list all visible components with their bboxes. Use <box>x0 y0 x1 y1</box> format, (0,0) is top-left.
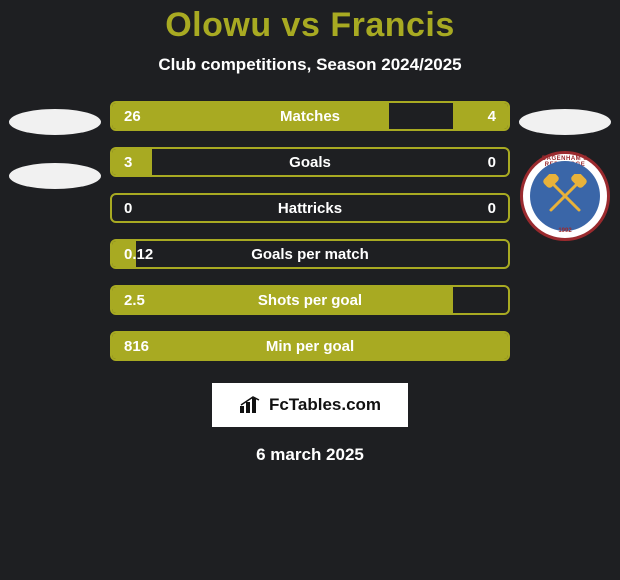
content-row: 264Matches 30Goals 00Hattricks 0.12Goals pe… <box>0 101 620 361</box>
brand-box[interactable]: FcTables.com <box>212 383 408 427</box>
stat-label: Matches <box>112 108 508 125</box>
crest-inner <box>530 161 600 231</box>
page-title: Olowu vs Francis <box>165 6 455 45</box>
stat-label: Goals per match <box>112 246 508 263</box>
stat-label: Shots per goal <box>112 292 508 309</box>
crest-bottom-text: 1992 <box>523 228 607 234</box>
stat-row: 2.5Shots per goal <box>110 285 510 315</box>
player-right-badges: DAGENHAM & REDBRIDGE 1992 <box>510 101 620 241</box>
player-left-badges <box>0 101 110 189</box>
stat-row: 264Matches <box>110 101 510 131</box>
stat-row: 00Hattricks <box>110 193 510 223</box>
stat-label: Hattricks <box>112 200 508 217</box>
page-subtitle: Club competitions, Season 2024/2025 <box>158 55 461 75</box>
placeholder-badge-icon <box>9 163 101 189</box>
stat-row: 0.12Goals per match <box>110 239 510 269</box>
page: Olowu vs Francis Club competitions, Seas… <box>0 0 620 580</box>
brand-text: FcTables.com <box>269 395 381 415</box>
placeholder-badge-icon <box>519 109 611 135</box>
stat-label: Min per goal <box>112 338 508 355</box>
crossed-hammers-icon <box>543 174 587 218</box>
stat-row: 30Goals <box>110 147 510 177</box>
club-crest: DAGENHAM & REDBRIDGE 1992 <box>520 151 610 241</box>
stats-column: 264Matches 30Goals 00Hattricks 0.12Goals pe… <box>110 101 510 361</box>
stat-row: 816Min per goal <box>110 331 510 361</box>
footer-date: 6 march 2025 <box>256 445 364 465</box>
stat-label: Goals <box>112 154 508 171</box>
placeholder-badge-icon <box>9 109 101 135</box>
bar-chart-icon <box>239 396 263 414</box>
